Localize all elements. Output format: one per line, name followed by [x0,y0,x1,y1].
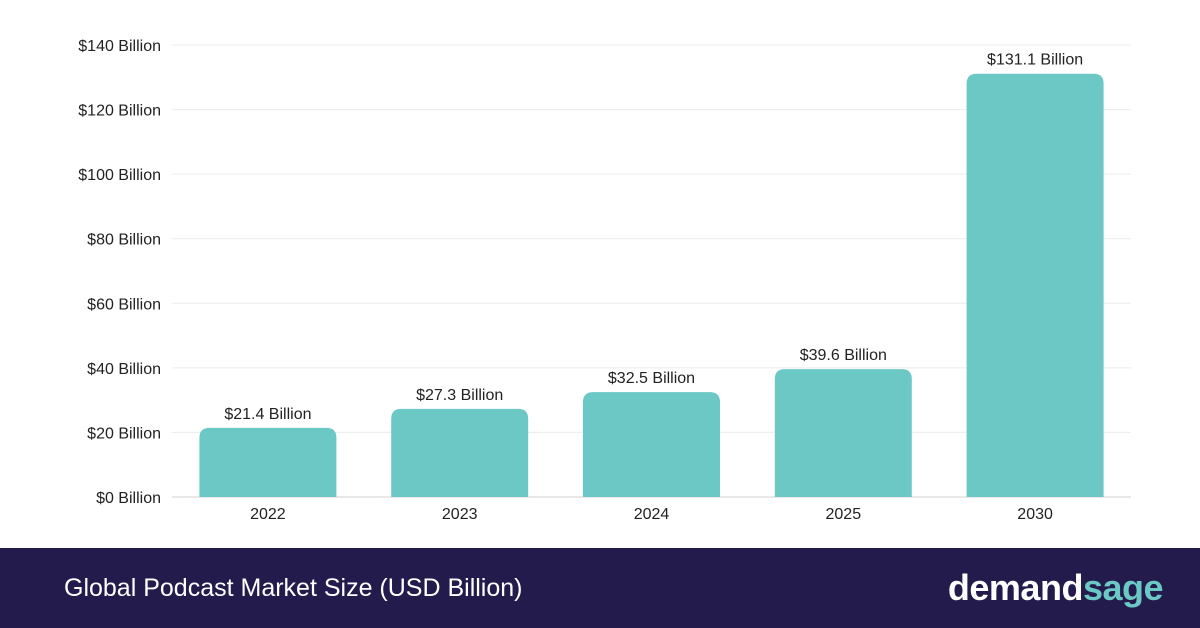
y-tick-label: $40 Billion [87,361,161,378]
y-tick-label: $20 Billion [87,425,161,442]
y-axis-ticks: $0 Billion $20 Billion $40 Billion $60 Bill… [78,38,161,507]
logo-text-demand: demand [947,567,1084,608]
x-tick-label: 2022 [250,506,286,523]
x-tick-label: 2023 [442,506,478,523]
brand-logo[interactable]: demandsage [947,548,1164,628]
x-axis-labels: 2022 2023 2024 2025 2030 [250,506,1053,523]
data-label: $32.5 Billion [608,370,695,387]
chart-title: Global Podcast Market Size (USD Billion) [64,574,523,602]
y-tick-label: $0 Billion [96,490,161,507]
data-label: $39.6 Billion [800,347,887,364]
x-tick-label: 2030 [1017,506,1053,523]
x-tick-label: 2025 [826,506,862,523]
data-label: $21.4 Billion [224,406,311,423]
y-tick-label: $80 Billion [87,232,161,249]
footer-banner: Global Podcast Market Size (USD Billion)… [0,548,1200,628]
bar [774,369,912,497]
bar-chart: $0 Billion $20 Billion $40 Billion $60 Bill… [78,38,1131,523]
y-tick-label: $60 Billion [87,296,161,313]
bar [966,73,1104,497]
y-tick-label: $140 Billion [78,38,161,55]
y-tick-label: $120 Billion [78,103,161,120]
logo-text-sage: sage [1082,567,1164,608]
bar [199,427,337,497]
x-tick-label: 2024 [634,506,670,523]
data-label: $27.3 Billion [416,387,503,404]
bar [583,392,720,497]
y-tick-label: $100 Billion [78,167,161,184]
bars [199,73,1104,497]
bar [391,408,529,497]
data-labels: $21.4 Billion $27.3 Billion $32.5 Billion $… [224,52,1083,423]
data-label: $131.1 Billion [987,52,1083,69]
